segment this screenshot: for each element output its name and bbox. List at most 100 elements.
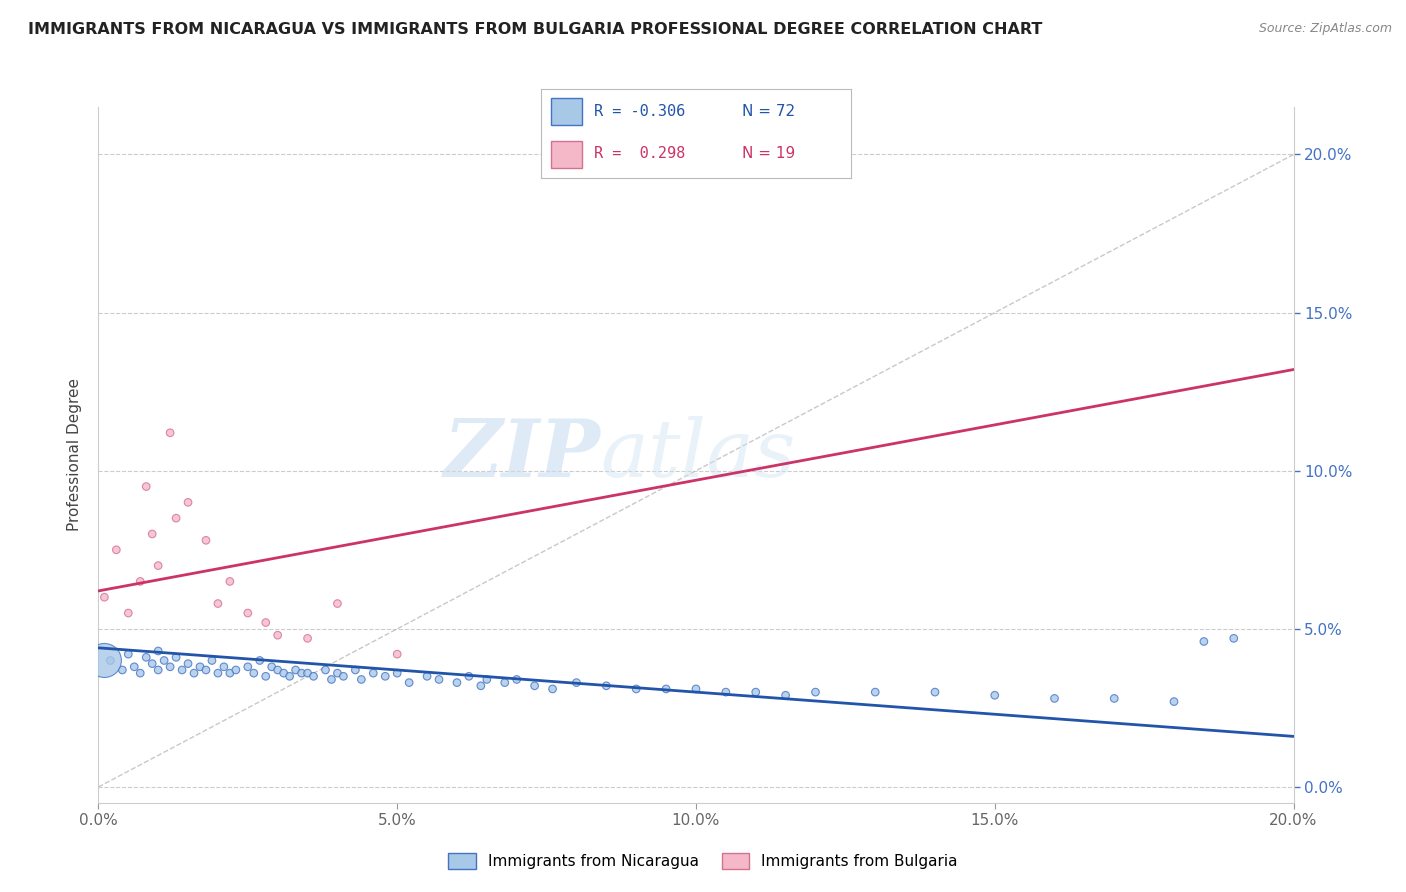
Point xyxy=(148,663,170,677)
Point xyxy=(153,653,176,667)
Point xyxy=(655,681,678,696)
Point xyxy=(326,666,349,681)
Point xyxy=(129,574,152,589)
Point xyxy=(93,591,115,605)
Point xyxy=(219,666,242,681)
Point xyxy=(124,660,146,674)
Point xyxy=(458,669,481,683)
Text: N = 19: N = 19 xyxy=(742,146,796,161)
Point xyxy=(165,650,187,665)
Point xyxy=(427,673,450,687)
Point xyxy=(344,663,367,677)
Point xyxy=(1223,632,1246,646)
Bar xyxy=(551,141,582,168)
Point xyxy=(249,653,271,667)
Y-axis label: Professional Degree: Professional Degree xyxy=(67,378,83,532)
Point xyxy=(117,606,139,620)
Text: Source: ZipAtlas.com: Source: ZipAtlas.com xyxy=(1258,22,1392,36)
Point xyxy=(1192,634,1215,648)
Point xyxy=(219,574,242,589)
Point xyxy=(141,657,163,671)
Point xyxy=(523,679,546,693)
Point xyxy=(117,647,139,661)
Point xyxy=(273,666,295,681)
Point xyxy=(236,606,259,620)
Point xyxy=(183,666,205,681)
Point xyxy=(494,675,516,690)
Point xyxy=(207,597,229,611)
Point xyxy=(385,647,409,661)
Point xyxy=(159,660,181,674)
Point xyxy=(924,685,946,699)
Point xyxy=(326,597,349,611)
Legend: Immigrants from Nicaragua, Immigrants from Bulgaria: Immigrants from Nicaragua, Immigrants fr… xyxy=(441,847,965,875)
Point xyxy=(148,558,170,573)
Point xyxy=(225,663,247,677)
Point xyxy=(111,663,134,677)
Text: N = 72: N = 72 xyxy=(742,103,796,119)
Point xyxy=(374,669,396,683)
Point xyxy=(475,673,498,687)
Point xyxy=(148,644,170,658)
Point xyxy=(267,628,290,642)
Text: ZIP: ZIP xyxy=(443,417,600,493)
Point xyxy=(278,669,301,683)
Point xyxy=(201,653,224,667)
Text: R = -0.306: R = -0.306 xyxy=(593,103,685,119)
Point xyxy=(129,666,152,681)
Point xyxy=(141,527,163,541)
Point xyxy=(626,681,648,696)
Point xyxy=(267,663,290,677)
Point xyxy=(135,650,157,665)
Point xyxy=(254,615,277,630)
Point xyxy=(297,666,319,681)
Point xyxy=(541,681,564,696)
Point xyxy=(385,666,409,681)
Point xyxy=(207,666,229,681)
Point xyxy=(714,685,737,699)
Point xyxy=(100,653,122,667)
Point xyxy=(470,679,492,693)
Text: IMMIGRANTS FROM NICARAGUA VS IMMIGRANTS FROM BULGARIA PROFESSIONAL DEGREE CORREL: IMMIGRANTS FROM NICARAGUA VS IMMIGRANTS … xyxy=(28,22,1042,37)
Point xyxy=(984,688,1007,702)
Point xyxy=(243,666,266,681)
Point xyxy=(93,653,115,667)
Point xyxy=(398,675,420,690)
Point xyxy=(745,685,768,699)
Point xyxy=(804,685,827,699)
Text: R =  0.298: R = 0.298 xyxy=(593,146,685,161)
Point xyxy=(315,663,337,677)
Point xyxy=(177,657,200,671)
Point xyxy=(865,685,887,699)
Point xyxy=(685,681,707,696)
Point xyxy=(1043,691,1066,706)
Point xyxy=(332,669,354,683)
Point xyxy=(350,673,373,687)
Point xyxy=(595,679,617,693)
Point xyxy=(165,511,187,525)
Point xyxy=(236,660,259,674)
Point xyxy=(195,663,218,677)
Point xyxy=(254,669,277,683)
Point xyxy=(195,533,218,548)
Point xyxy=(1163,695,1185,709)
Point xyxy=(212,660,235,674)
Point xyxy=(159,425,181,440)
Point xyxy=(284,663,307,677)
Point xyxy=(297,632,319,646)
Point xyxy=(1104,691,1126,706)
Point xyxy=(506,673,529,687)
Point xyxy=(565,675,588,690)
Point xyxy=(177,495,200,509)
Point xyxy=(135,479,157,493)
Point xyxy=(260,660,283,674)
Point xyxy=(416,669,439,683)
Point xyxy=(446,675,468,690)
Point xyxy=(172,663,194,677)
Text: atlas: atlas xyxy=(600,417,796,493)
Point xyxy=(302,669,325,683)
Point xyxy=(321,673,343,687)
Bar xyxy=(551,98,582,125)
Point xyxy=(775,688,797,702)
Point xyxy=(363,666,385,681)
